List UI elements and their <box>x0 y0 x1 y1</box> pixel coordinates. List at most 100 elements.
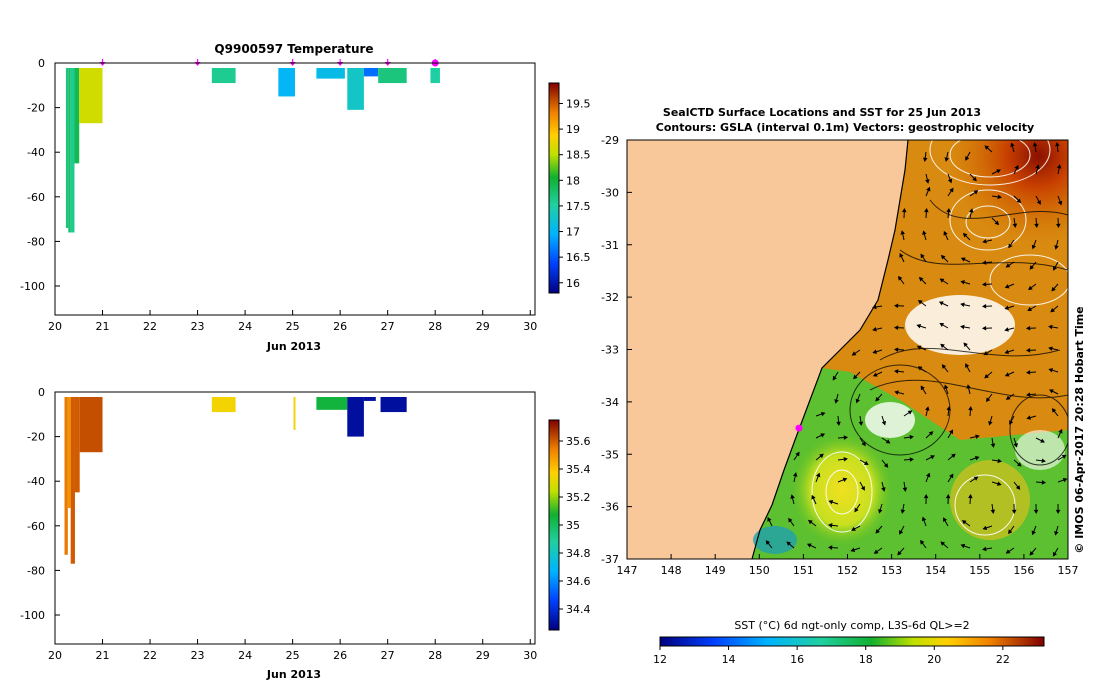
velocity-vector-head <box>939 322 945 328</box>
profile-cast <box>378 68 407 84</box>
velocity-vector-head <box>1025 370 1031 375</box>
map-x-tick-label: 147 <box>617 564 638 577</box>
velocity-vector-head <box>907 410 913 415</box>
velocity-vector-head <box>922 230 927 236</box>
colorbar-tick-label: 35.2 <box>566 491 591 504</box>
sst-colorbar-tick-label: 16 <box>790 653 804 666</box>
velocity-vector-head <box>966 384 971 389</box>
x-tick-label: 20 <box>48 320 62 333</box>
velocity-vector-head <box>1025 348 1031 353</box>
velocity-vector-head <box>843 457 848 462</box>
velocity-vector-head <box>1048 346 1053 351</box>
temperature-colorbar <box>548 82 560 294</box>
gsla-contour <box>989 254 1068 306</box>
velocity-vector-head <box>940 343 945 349</box>
y-tick-label: -60 <box>27 520 45 533</box>
velocity-vector-head <box>1004 284 1010 289</box>
velocity-vector-head <box>926 472 931 478</box>
velocity-vector-head <box>1048 368 1054 373</box>
map-y-tick-label: -31 <box>601 239 619 252</box>
velocity-vector-head <box>792 472 798 477</box>
velocity-vector-head <box>851 351 857 356</box>
colorbar-tick-label: 19 <box>566 123 580 136</box>
map-y-tick-label: -29 <box>601 134 619 147</box>
y-tick-label: -40 <box>27 475 45 488</box>
velocity-vector-head <box>918 276 924 282</box>
velocity-vector-head <box>925 179 930 184</box>
x-tick-label: 20 <box>48 649 62 662</box>
x-tick-label: 27 <box>381 649 395 662</box>
velocity-vector-head <box>767 516 772 522</box>
seal-location-marker <box>795 424 803 432</box>
profile-cast <box>380 397 407 413</box>
velocity-vector-head <box>894 390 899 395</box>
coastline <box>751 140 909 559</box>
velocity-vector-head <box>872 349 878 354</box>
velocity-vector-head <box>923 493 929 499</box>
velocity-vector-head <box>1012 223 1018 228</box>
velocity-vector-head <box>997 194 1002 200</box>
southern-eddy-region <box>790 432 894 548</box>
gsla-contour <box>929 140 1051 186</box>
cloud-gap-region <box>865 402 915 438</box>
velocity-vector-head <box>834 399 839 404</box>
velocity-vector-head <box>1031 244 1037 250</box>
gsla-contour <box>879 347 1061 361</box>
velocity-vector-head <box>820 433 826 438</box>
colorbar-tick-label: 18 <box>566 174 580 187</box>
profile-cast <box>211 397 236 413</box>
x-tick-label: 24 <box>238 649 252 662</box>
velocity-vector-head <box>928 431 934 436</box>
velocity-vector-head <box>981 325 987 331</box>
temperature-plot-frame <box>54 62 536 316</box>
profile-cast <box>74 68 80 164</box>
velocity-vector-head <box>1053 265 1058 271</box>
y-tick-label: -80 <box>27 235 45 248</box>
map-x-tick-label: 154 <box>925 564 946 577</box>
velocity-vector-head <box>939 278 945 283</box>
velocity-vector-head <box>949 187 954 193</box>
profile-cast <box>211 68 236 84</box>
map-y-tick-label: -34 <box>601 396 619 409</box>
velocity-vector-head <box>916 345 922 350</box>
gsla-contour <box>954 474 1016 536</box>
velocity-vector-head <box>1050 308 1055 313</box>
map-x-tick-label: 148 <box>661 564 682 577</box>
velocity-vector-head <box>1026 392 1031 397</box>
sst-colorbar-tick-label: 20 <box>927 653 941 666</box>
sst-colorbar <box>659 636 1045 647</box>
x-tick-label: 27 <box>381 320 395 333</box>
velocity-vector-head <box>920 385 925 391</box>
colorbar-tick-label: 16.5 <box>566 251 591 264</box>
velocity-vector-head <box>1057 200 1063 206</box>
velocity-vector-head <box>1029 551 1034 556</box>
salinity-plot-frame <box>54 391 536 645</box>
velocity-vector-head <box>922 157 928 162</box>
velocity-vector-head <box>1004 327 1009 332</box>
velocity-vector-head <box>996 481 1002 486</box>
velocity-vector-head <box>854 507 859 513</box>
x-tick-label: 21 <box>96 649 110 662</box>
velocity-vector-head <box>858 421 864 426</box>
velocity-vector-head <box>968 493 973 499</box>
profile-cast <box>430 68 440 84</box>
velocity-vector-head <box>863 460 869 465</box>
velocity-vector-head <box>1051 408 1057 413</box>
velocity-vector-head <box>842 477 848 482</box>
velocity-vector-head <box>1048 324 1053 330</box>
profile-cast <box>363 68 379 77</box>
velocity-vector-head <box>1029 265 1034 270</box>
velocity-vector-head <box>941 364 947 369</box>
velocity-vector-head <box>983 351 989 356</box>
velocity-vector-head <box>920 253 925 259</box>
y-tick-label: -100 <box>20 609 45 622</box>
geostrophic-velocity-vectors <box>765 142 1068 557</box>
velocity-vector-head <box>948 429 954 435</box>
velocity-vector-head <box>790 494 795 499</box>
velocity-vector-head <box>861 441 866 447</box>
map-x-tick-label: 155 <box>969 564 990 577</box>
velocity-vector-head <box>968 405 973 411</box>
velocity-vector-head <box>1025 325 1031 331</box>
profile-cast <box>293 397 296 430</box>
cloud-gap-region <box>1015 430 1065 470</box>
